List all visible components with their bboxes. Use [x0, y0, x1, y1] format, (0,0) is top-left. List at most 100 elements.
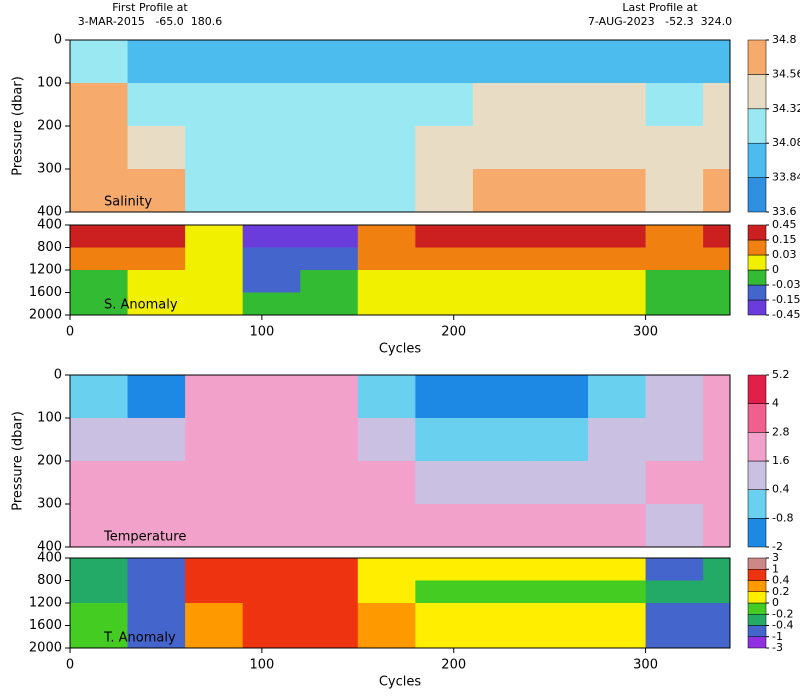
cell [242, 83, 301, 127]
cell [415, 580, 474, 604]
colorbar-band [747, 284, 767, 301]
cell [472, 126, 531, 170]
cell [645, 461, 704, 505]
cell [472, 504, 531, 548]
x-tick-label: 300 [633, 658, 658, 673]
colorbar-label: 33.84 [772, 171, 800, 184]
y-tick-label: 300 [37, 497, 62, 512]
cell [472, 418, 531, 462]
cell [127, 292, 186, 316]
cell [242, 418, 301, 462]
cell [588, 126, 647, 170]
cell [300, 504, 359, 548]
cell [472, 461, 531, 505]
cell [472, 225, 531, 248]
cell [530, 558, 589, 581]
colorbar-band [747, 254, 767, 271]
cell [530, 270, 589, 293]
cell [588, 247, 647, 271]
cell [357, 40, 416, 84]
cell [588, 603, 647, 626]
cell [415, 603, 474, 626]
y-tick-label: 200 [37, 119, 62, 134]
y-tick-label: 1600 [29, 285, 62, 300]
panel-label: Temperature [103, 530, 186, 545]
colorbar-label: 0.4 [772, 483, 790, 496]
colorbar-label: 0.2 [772, 585, 790, 598]
x-axis-title: Cycles [379, 342, 422, 357]
cell [703, 418, 731, 462]
colorbar-band [747, 269, 767, 286]
cell [185, 83, 244, 127]
cell [357, 461, 416, 505]
cell [588, 504, 647, 548]
cell [530, 625, 589, 649]
cell [300, 126, 359, 170]
cell [242, 504, 301, 548]
cell [472, 580, 531, 604]
cell [70, 558, 129, 581]
cell [185, 603, 244, 626]
cell [645, 558, 704, 581]
colorbar-band [747, 432, 767, 462]
cell [530, 169, 589, 213]
colorbar-band [747, 557, 767, 570]
cell [645, 625, 704, 649]
cell [242, 558, 301, 581]
cell [70, 83, 129, 127]
cell [127, 504, 186, 548]
cell [645, 40, 704, 84]
colorbar-label: -3 [772, 641, 783, 654]
cell [127, 270, 186, 293]
colorbar-band [747, 636, 767, 649]
cell [645, 292, 704, 316]
colorbar-label: 0 [772, 263, 779, 276]
cell [415, 126, 474, 170]
panel-label: S. Anomaly [104, 298, 178, 313]
cell [415, 461, 474, 505]
cell [472, 375, 531, 419]
cell [530, 418, 589, 462]
cell [357, 225, 416, 248]
cell [703, 292, 731, 316]
cell [703, 247, 731, 271]
cell [185, 418, 244, 462]
cell [703, 270, 731, 293]
cell [415, 83, 474, 127]
colorbar-band [747, 625, 767, 637]
cell [415, 225, 474, 248]
y-tick-label: 0 [54, 33, 62, 48]
cell [530, 580, 589, 604]
colorbar-band [747, 580, 767, 592]
colorbar-label: 4 [772, 397, 779, 410]
colorbar-label: 0.15 [772, 233, 797, 246]
cell [127, 418, 186, 462]
y-tick-label: 300 [37, 162, 62, 177]
cell [415, 375, 474, 419]
cell [357, 292, 416, 316]
cell [530, 247, 589, 271]
y-tick-label: 1200 [29, 263, 62, 278]
y-tick-label: 800 [37, 573, 62, 588]
colorbar-band [747, 403, 767, 433]
cell [415, 418, 474, 462]
cell [300, 225, 359, 248]
cell [242, 625, 301, 649]
colorbar-band [747, 374, 767, 404]
cell [530, 40, 589, 84]
colorbar-band [747, 108, 767, 144]
cell [588, 625, 647, 649]
cell [70, 504, 129, 548]
cell [703, 225, 731, 248]
cell [300, 375, 359, 419]
cell [645, 126, 704, 170]
cell [415, 558, 474, 581]
cell [472, 83, 531, 127]
cell [127, 83, 186, 127]
y-axis-title: Pressure (dbar) [11, 411, 26, 511]
cell [472, 40, 531, 84]
colorbar-label: 34.56 [772, 67, 800, 80]
cell [472, 558, 531, 581]
y-tick-label: 400 [37, 551, 62, 566]
